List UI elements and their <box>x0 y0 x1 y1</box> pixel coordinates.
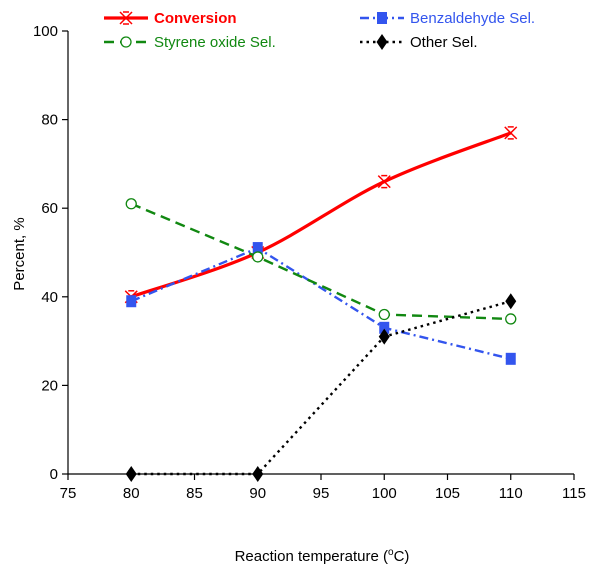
y-tick-label: 40 <box>41 289 58 306</box>
y-tick-label: 20 <box>41 377 58 394</box>
data-point-4-2 <box>252 466 264 482</box>
data-point-3-3 <box>378 308 390 321</box>
data-point-4-1 <box>125 466 137 482</box>
data-point-2-2 <box>252 242 263 255</box>
x-tick-label: 85 <box>186 485 203 502</box>
data-point-3-1 <box>125 198 137 210</box>
data-point-4-3 <box>378 328 390 345</box>
data-point-1-4-b <box>504 126 518 140</box>
data-point-1-3-b <box>377 175 391 189</box>
series-layer <box>124 126 518 482</box>
x-tick-label: 105 <box>435 485 460 502</box>
legend-item-3: Styrene oxide Sel. <box>104 34 276 51</box>
y-tick-label: 60 <box>41 200 58 217</box>
data-point-4-4 <box>505 293 517 310</box>
x-axis-title-end: C) <box>394 548 410 565</box>
x-axis-title: Reaction temperature (oC) <box>235 547 410 565</box>
legend-item-2: Benzaldehyde Sel. <box>360 10 535 27</box>
x-tick-label: 115 <box>562 485 586 502</box>
x-axis-title-main: Reaction temperature ( <box>235 548 388 565</box>
y-axis-title: Percent, % <box>11 217 28 290</box>
x-axis-title-sup: o <box>388 547 394 558</box>
legend: Conversion Benzaldehyde Sel. Styrene oxide… <box>104 10 535 51</box>
legend-marker-1-b <box>119 11 133 25</box>
x-tick-label: 90 <box>249 485 266 502</box>
y-tick-label: 0 <box>50 466 58 483</box>
legend-item-4: Other Sel. <box>360 34 478 51</box>
legend-label-3: Styrene oxide Sel. <box>154 34 276 51</box>
x-tick-label: 80 <box>123 485 140 502</box>
x-tick-label: 75 <box>60 485 77 502</box>
series-line-1 <box>130 131 512 299</box>
y-tick-label: 80 <box>41 112 58 129</box>
legend-label-4: Other Sel. <box>410 34 478 51</box>
series-line-4 <box>131 300 512 476</box>
legend-marker-3 <box>120 36 132 48</box>
axes <box>62 30 575 480</box>
data-point-3-4 <box>505 313 517 325</box>
legend-marker-2 <box>377 12 387 24</box>
series-1 <box>124 126 518 304</box>
data-point-2-1 <box>126 295 137 308</box>
x-tick-label: 110 <box>499 485 523 502</box>
series-line-2 <box>130 246 512 360</box>
data-point-3-2 <box>252 251 264 263</box>
data-point-2-3 <box>379 321 390 334</box>
legend-marker-4 <box>376 34 388 50</box>
tick-labels: 0 20 40 60 80 100 75 80 85 90 95 100 105 110 115 <box>33 23 586 502</box>
legend-item-1: Conversion <box>104 10 237 27</box>
series-2 <box>126 242 516 365</box>
legend-label-1: Conversion <box>154 10 237 27</box>
y-tick-label: 100 <box>33 23 58 40</box>
series-4 <box>125 293 517 482</box>
x-tick-label: 100 <box>372 485 397 502</box>
series-3 <box>125 198 517 325</box>
data-point-2-4 <box>505 352 516 365</box>
legend-label-2: Benzaldehyde Sel. <box>410 10 535 27</box>
series-line-3 <box>130 202 511 321</box>
x-tick-label: 95 <box>313 485 330 502</box>
